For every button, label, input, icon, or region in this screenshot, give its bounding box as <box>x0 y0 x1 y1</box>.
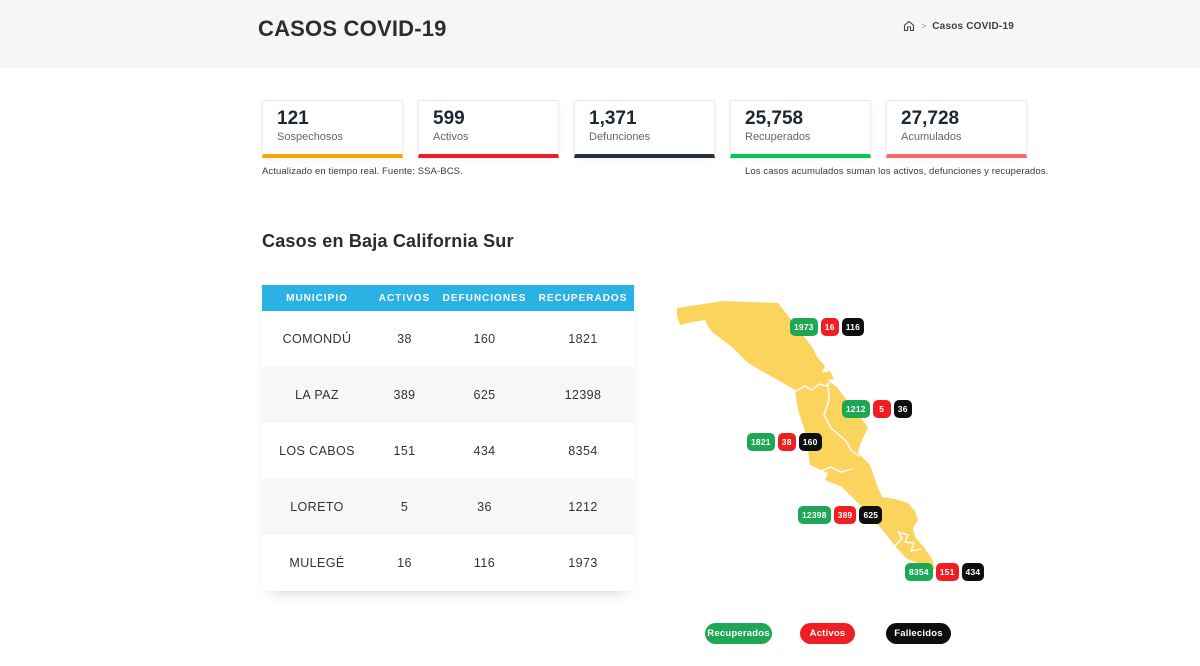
legend-recuperados-button[interactable]: Recuperados <box>705 623 772 644</box>
col-header-activos: ACTIVOS <box>378 292 431 304</box>
col-header-defunciones: DEFUNCIONES <box>442 292 527 304</box>
cell-municipio: LA PAZ <box>295 388 339 402</box>
badge-recuperados: 1973 <box>790 318 818 336</box>
badge-fallecidos: 36 <box>893 400 912 418</box>
cell-municipio: MULEGÉ <box>289 556 345 570</box>
badge-activos: 5 <box>872 400 891 418</box>
stat-cards: 121 Sospechosos 599 Activos 1,371 Defunc… <box>262 100 1027 158</box>
badge-recuperados: 8354 <box>905 563 933 581</box>
badge-fallecidos: 116 <box>841 318 865 336</box>
badge-fallecidos: 625 <box>859 506 883 524</box>
badges-mulege: 1973 16 116 <box>790 318 865 336</box>
card-label: Defunciones <box>589 131 651 143</box>
cell-municipio: LOS CABOS <box>279 444 355 458</box>
card-defunciones: 1,371 Defunciones <box>574 100 715 158</box>
badge-recuperados: 1821 <box>747 433 775 451</box>
badge-fallecidos: 434 <box>961 563 985 581</box>
cell-activos: 5 <box>400 500 409 514</box>
badges-comondu: 1821 38 160 <box>747 433 822 451</box>
cell-defunciones: 434 <box>473 444 496 458</box>
table-row: MULEGÉ 16 116 1973 <box>262 535 634 591</box>
card-label: Sospechosos <box>277 131 344 143</box>
legend-activos-button[interactable]: Activos <box>800 623 855 644</box>
card-value: 121 <box>277 108 309 129</box>
header-bar: CASOS COVID-19 > Casos COVID-19 <box>0 0 1200 68</box>
card-value: 599 <box>433 108 465 129</box>
cell-municipio: COMONDÚ <box>282 332 352 346</box>
home-icon[interactable] <box>903 20 915 32</box>
cell-recuperados: 1821 <box>568 332 598 346</box>
cumulative-note: Los casos acumulados suman los activos, … <box>745 166 1049 177</box>
cell-activos: 38 <box>397 332 412 346</box>
source-note: Actualizado en tiempo real. Fuente: SSA-… <box>262 166 463 177</box>
bcs-map-shape <box>677 301 935 571</box>
municipality-table: MUNICIPIO ACTIVOS DEFUNCIONES RECUPERADO… <box>262 285 634 591</box>
badge-recuperados: 1212 <box>842 400 870 418</box>
card-value: 25,758 <box>745 108 804 129</box>
badge-activos: 16 <box>820 318 839 336</box>
card-recuperados: 25,758 Recuperados <box>730 100 871 158</box>
card-value: 27,728 <box>901 108 960 129</box>
cell-activos: 16 <box>397 556 412 570</box>
cell-recuperados: 8354 <box>568 444 598 458</box>
cell-defunciones: 116 <box>473 556 496 570</box>
bcs-map: 1973 16 116 1212 5 36 1821 38 160 12398 … <box>655 280 1005 615</box>
cell-recuperados: 1973 <box>568 556 598 570</box>
cell-defunciones: 36 <box>477 500 492 514</box>
map-legend: Recuperados Activos Fallecidos <box>655 623 1005 647</box>
table-row: LOS CABOS 151 434 8354 <box>262 423 634 479</box>
cell-recuperados: 12398 <box>564 388 602 402</box>
cell-defunciones: 625 <box>473 388 496 402</box>
cell-recuperados: 1212 <box>568 500 598 514</box>
card-sospechosos: 121 Sospechosos <box>262 100 403 158</box>
breadcrumb: > Casos COVID-19 <box>903 20 1014 32</box>
breadcrumb-current[interactable]: Casos COVID-19 <box>932 20 1014 32</box>
card-acumulados: 27,728 Acumulados <box>886 100 1027 158</box>
badge-fallecidos: 160 <box>798 433 822 451</box>
cell-activos: 151 <box>393 444 416 458</box>
col-header-recuperados: RECUPERADOS <box>538 292 628 304</box>
cell-defunciones: 160 <box>473 332 496 346</box>
badges-loscabos: 8354 151 434 <box>905 563 985 581</box>
section-title: Casos en Baja California Sur <box>262 231 514 251</box>
table-row: COMONDÚ 38 160 1821 <box>262 311 634 367</box>
badge-recuperados: 12398 <box>798 506 831 524</box>
card-label: Activos <box>433 131 469 143</box>
cell-activos: 389 <box>393 388 416 402</box>
col-header-municipio: MUNICIPIO <box>286 292 348 304</box>
cell-municipio: LORETO <box>290 500 344 514</box>
badge-activos: 38 <box>777 433 796 451</box>
card-label: Acumulados <box>901 131 962 143</box>
badges-loreto: 1212 5 36 <box>842 400 912 418</box>
legend-fallecidos-button[interactable]: Fallecidos <box>886 623 951 644</box>
card-value: 1,371 <box>589 108 637 129</box>
card-activos: 599 Activos <box>418 100 559 158</box>
badge-activos: 389 <box>833 506 857 524</box>
table-row: LORETO 5 36 1212 <box>262 479 634 535</box>
badge-activos: 151 <box>935 563 959 581</box>
breadcrumb-separator: > <box>921 21 927 31</box>
table-header-row: MUNICIPIO ACTIVOS DEFUNCIONES RECUPERADO… <box>262 285 634 311</box>
table-row: LA PAZ 389 625 12398 <box>262 367 634 423</box>
badges-lapaz: 12398 389 625 <box>798 506 883 524</box>
page-title: CASOS COVID-19 <box>258 16 447 41</box>
card-label: Recuperados <box>745 131 811 143</box>
